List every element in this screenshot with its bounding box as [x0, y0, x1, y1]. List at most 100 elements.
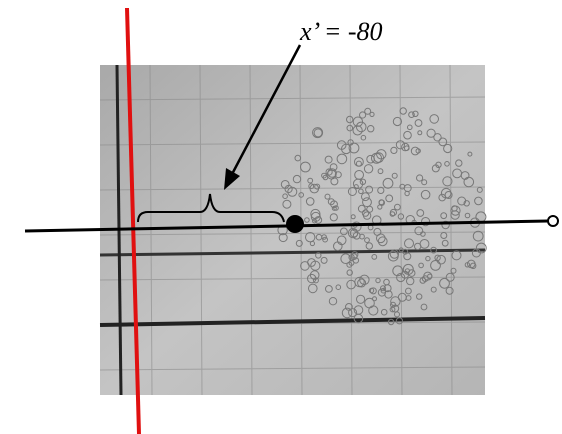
cell	[357, 204, 366, 213]
cell	[328, 297, 338, 306]
cell	[325, 168, 333, 176]
cell	[441, 220, 450, 230]
cell	[322, 236, 329, 243]
cell	[464, 262, 471, 268]
cell	[433, 133, 442, 142]
grid-line	[99, 276, 486, 281]
arrow-head	[224, 168, 240, 190]
cell	[403, 130, 412, 140]
cell	[425, 255, 431, 262]
cell	[335, 284, 342, 291]
cell	[423, 271, 433, 281]
cell	[312, 218, 317, 224]
micrograph	[99, 64, 487, 396]
cell	[305, 197, 315, 206]
cell	[382, 177, 394, 189]
cell	[464, 212, 471, 219]
cell	[341, 307, 353, 319]
cell	[387, 250, 399, 262]
cell	[314, 216, 323, 224]
cell	[365, 185, 374, 194]
cell	[336, 140, 347, 150]
cell	[355, 121, 367, 133]
grid-line	[99, 96, 486, 101]
cell	[350, 253, 358, 261]
cell	[389, 306, 396, 313]
cell	[324, 193, 331, 200]
cell	[307, 273, 317, 284]
cell	[369, 111, 375, 118]
cell	[420, 303, 428, 311]
cell	[327, 198, 335, 206]
cell	[389, 211, 396, 217]
cell	[347, 187, 357, 196]
cell	[340, 253, 352, 265]
cell	[443, 143, 453, 154]
cell	[346, 269, 353, 276]
cell	[407, 124, 413, 131]
cell	[414, 242, 422, 251]
cell	[414, 226, 424, 236]
cell	[336, 153, 348, 165]
cell	[401, 142, 410, 152]
brace	[137, 193, 285, 223]
cell	[313, 128, 323, 138]
cell	[365, 242, 373, 250]
cell	[467, 151, 473, 157]
cell	[362, 211, 372, 220]
cell	[325, 285, 333, 293]
cell	[399, 183, 406, 190]
cell	[434, 254, 441, 261]
cell	[357, 278, 367, 288]
cell	[315, 252, 322, 259]
cell	[346, 115, 354, 124]
cell	[340, 227, 348, 236]
cell	[380, 285, 386, 292]
cell	[361, 192, 370, 202]
cell	[354, 276, 365, 288]
cell	[358, 188, 364, 195]
cell	[444, 191, 453, 199]
cell	[450, 210, 460, 220]
grid-line	[249, 64, 253, 396]
cell	[280, 180, 290, 189]
cell	[305, 232, 316, 243]
grid-line	[99, 366, 486, 371]
cell	[300, 261, 310, 271]
cell	[360, 134, 367, 141]
cell	[474, 196, 483, 206]
cell	[445, 286, 454, 295]
cell	[278, 233, 288, 243]
reference-line	[125, 7, 141, 434]
cell	[377, 204, 383, 210]
cell	[440, 232, 448, 239]
cell	[403, 252, 412, 261]
cell	[450, 267, 457, 274]
cell	[354, 170, 365, 180]
cell	[378, 199, 385, 206]
cell	[416, 293, 423, 300]
arrow	[228, 44, 302, 179]
cell	[380, 308, 388, 316]
cell	[471, 248, 481, 258]
cell	[436, 254, 446, 265]
cell	[430, 286, 437, 293]
cell	[292, 174, 302, 184]
cell	[439, 277, 450, 289]
cell	[348, 142, 360, 154]
cell	[391, 172, 398, 179]
cell	[463, 176, 475, 188]
cell	[397, 213, 405, 220]
cell	[395, 317, 403, 325]
cell	[364, 297, 375, 309]
cell	[376, 233, 386, 244]
cell	[321, 172, 327, 179]
cell	[359, 233, 365, 240]
cell	[444, 161, 450, 167]
cell	[294, 154, 302, 162]
cell	[369, 287, 377, 295]
cell	[309, 240, 315, 247]
cell	[470, 262, 477, 269]
cell	[399, 107, 407, 115]
